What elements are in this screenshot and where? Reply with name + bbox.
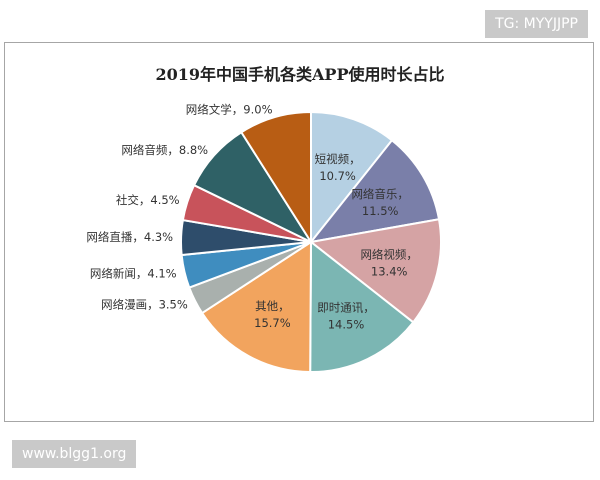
- pie-slice-11: [239, 110, 312, 246]
- slice-label-5: 其他， 15.7%: [254, 299, 291, 330]
- slice-label-6: 网络漫画，3.5%: [101, 297, 188, 311]
- slice-label-11: 网络文学，9.0%: [186, 103, 273, 117]
- pie-slice-2: [308, 138, 441, 244]
- pie-labels: 短视频， 10.7% 网络音乐， 11.5% 网络视频， 13.4% 即时通讯， 14.5% 其…: [86, 103, 418, 332]
- slice-label-4: 即时通讯， 14.5%: [317, 301, 375, 332]
- slice-label-9: 社交，4.5%: [116, 193, 180, 207]
- watermark-bottom: www.blgg1.org: [12, 440, 137, 468]
- slice-label-2: 网络音乐， 11.5%: [351, 187, 409, 218]
- pie-slice-5: [200, 240, 313, 374]
- pie-slices: [180, 110, 442, 374]
- slice-label-10: 网络音频，8.8%: [121, 143, 208, 157]
- chart-title: 2019年中国手机各类APP使用时长占比: [155, 65, 444, 84]
- slice-label-3: 网络视频， 13.4%: [360, 248, 418, 279]
- slice-label-8: 网络直播，4.3%: [86, 230, 173, 244]
- slice-label-7: 网络新闻，4.1%: [90, 266, 177, 280]
- pie-slice-3: [308, 218, 442, 324]
- pie-slice-4: [309, 239, 415, 374]
- slice-label-1: 短视频， 10.7%: [315, 152, 361, 183]
- watermark-top: TG: MYYJJPP: [485, 10, 588, 38]
- pie-slice-1: [310, 110, 394, 245]
